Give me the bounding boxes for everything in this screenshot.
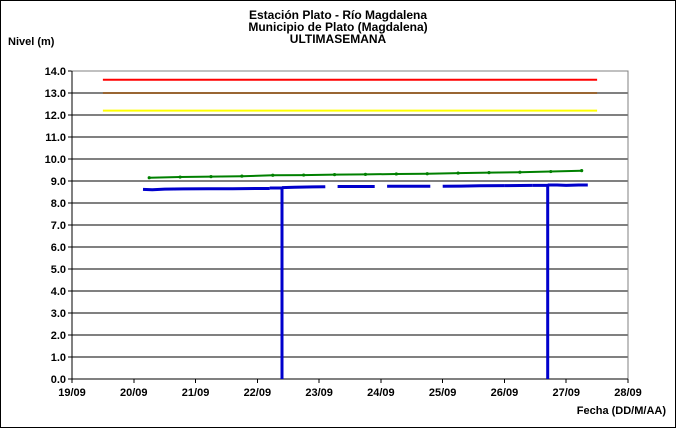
y-tick-label: 2.0 [51, 330, 66, 342]
y-tick-label: 0.0 [51, 374, 66, 386]
y-axis-label: Nivel (m) [8, 36, 55, 48]
y-tick-label: 8.0 [51, 198, 66, 210]
y-tick-label: 7.0 [51, 220, 66, 232]
x-tick-label: 23/09 [305, 387, 333, 399]
trend-series-point [549, 169, 553, 174]
level-series-segment [142, 187, 270, 192]
trend-series-point [580, 169, 584, 173]
y-tick-label: 14.0 [45, 66, 66, 78]
trend-series-point [178, 175, 182, 179]
y-tick-label: 11.0 [45, 132, 66, 144]
x-tick-label: 20/09 [120, 387, 148, 399]
level-series-segment [532, 183, 550, 379]
x-tick-label: 22/09 [244, 387, 272, 399]
trend-series-point [487, 171, 491, 175]
y-tick-label: 10.0 [45, 154, 66, 166]
x-tick-label: 24/09 [367, 387, 395, 399]
x-tick-label: 19/09 [58, 387, 86, 399]
chart-title-line-3: ULTIMASEMANA [289, 32, 387, 46]
x-tick-label: 25/09 [429, 387, 457, 399]
x-axis-label: Fecha (DD/M/AA) [576, 405, 666, 417]
y-tick-label: 5.0 [51, 264, 66, 276]
y-tick-label: 13.0 [45, 88, 66, 100]
trend-series-point [394, 172, 398, 176]
trend-series-point [147, 176, 151, 180]
trend-series-point [302, 173, 306, 177]
trend-series-point [240, 174, 244, 178]
level-series-segment [281, 185, 326, 190]
level-series-segment [269, 186, 284, 379]
y-tick-label: 3.0 [51, 308, 66, 320]
x-tick-label: 27/09 [552, 387, 580, 399]
trend-series-point [456, 171, 460, 175]
y-tick-label: 6.0 [51, 242, 66, 254]
trend-series-point [209, 175, 213, 179]
x-tick-label: 26/09 [491, 387, 519, 399]
trend-series-point [363, 172, 368, 176]
y-tick-label: 9.0 [51, 176, 66, 188]
y-tick-label: 12.0 [45, 110, 66, 122]
level-series-segment [442, 184, 505, 188]
y-tick-label: 4.0 [51, 286, 66, 298]
trend-series-point [271, 173, 275, 177]
trend-series-point [425, 172, 429, 176]
trend-series-point [518, 170, 522, 174]
chart-title-line-2: Municipio de Plato (Magdalena) [248, 20, 428, 34]
x-tick-label: 28/09 [614, 387, 642, 399]
trend-series-point [332, 173, 337, 177]
y-tick-label: 1.0 [51, 352, 66, 364]
x-tick-label: 21/09 [182, 387, 210, 399]
chart-title-line-1: Estación Plato - Río Magdalena [248, 8, 428, 22]
